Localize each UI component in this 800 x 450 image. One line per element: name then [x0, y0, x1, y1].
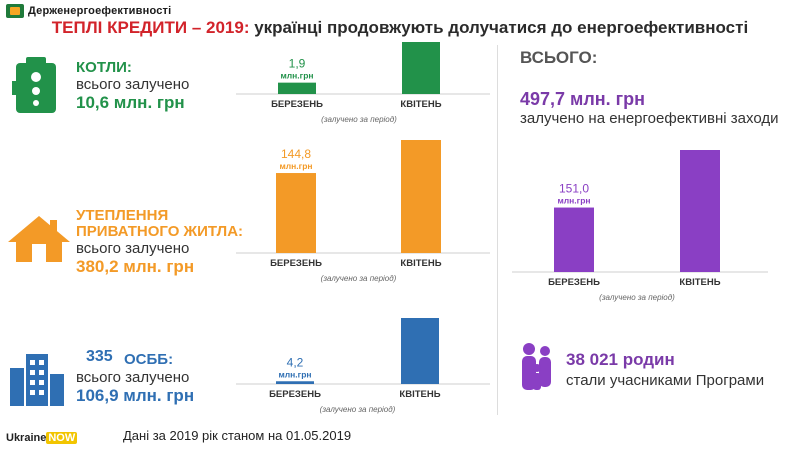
- chart-note: (залучено за період): [321, 274, 397, 283]
- ukraine-now-highlight: NOW: [46, 432, 78, 444]
- chart-note: (залучено за період): [320, 405, 396, 414]
- building-icon: [10, 354, 64, 406]
- column-divider: [497, 45, 498, 415]
- bar-value-label: 4,2: [287, 355, 304, 369]
- bar-april: [401, 318, 439, 384]
- ukraine-now-logo: Ukraine NOW: [6, 432, 78, 444]
- chart-osbb: 4,2млн.грнБЕРЕЗЕНЬ102,7млн.грнКВІТЕНЬ(за…: [236, 318, 490, 414]
- agency-name: Держенергоефективності: [28, 5, 172, 17]
- category-label: БЕРЕЗЕНЬ: [269, 389, 321, 400]
- page-title-highlight: ТЕПЛІ КРЕДИТИ – 2019:: [51, 18, 250, 37]
- chart-uteplennia: 144,8млн.грнБЕРЕЗЕНЬ235,4млн.грнКВІТЕНЬ(…: [236, 140, 490, 283]
- category-label: КВІТЕНЬ: [400, 99, 441, 110]
- osbb-count: 335: [86, 348, 113, 365]
- summary-total-subtitle: залучено на енергоефективні заходи: [520, 110, 779, 127]
- category-label: КВІТЕНЬ: [679, 277, 720, 288]
- bar-march: [276, 173, 316, 253]
- bar-unit-label: млн.грн: [279, 161, 312, 171]
- families-count: 38 021 родин: [566, 350, 675, 369]
- bar-value-label: 1,9: [289, 57, 306, 71]
- families-subtitle: стали учасниками Програми: [566, 372, 765, 389]
- bar-unit-label: млн.грн: [557, 196, 590, 206]
- uteplennia-title-line1: УТЕПЛЕННЯ: [76, 207, 169, 224]
- family-icon: [522, 343, 551, 390]
- bar-unit-label: млн.грн: [280, 71, 313, 81]
- kotly-total: 10,6 млн. грн: [76, 93, 185, 112]
- bar-march: [554, 207, 594, 272]
- chart-note: (залучено за період): [599, 293, 675, 302]
- chart-note: (залучено за період): [321, 115, 397, 124]
- osbb-subtitle: всього залучено: [76, 369, 190, 386]
- kotly-info: КОТЛИ: всього залучено 10,6 млн. грн: [76, 59, 190, 113]
- bar-april: [680, 150, 720, 272]
- bar-march: [276, 381, 314, 384]
- category-label: БЕРЕЗЕНЬ: [271, 99, 323, 110]
- uteplennia-info: УТЕПЛЕННЯ ПРИВАТНОГО ЖИТЛА: всього залуч…: [76, 207, 244, 277]
- header-logo: Держенергоефективності: [6, 4, 171, 18]
- category-label: БЕРЕЗЕНЬ: [270, 258, 322, 269]
- chart-total: 151,0млн.грнБЕРЕЗЕНЬ346,7млн.грнКВІТЕНЬ(…: [512, 150, 768, 302]
- boiler-icon: [12, 57, 56, 113]
- category-label: КВІТЕНЬ: [400, 258, 441, 269]
- bar-value-label: 144,8: [281, 147, 311, 161]
- osbb-title: ОСББ:: [124, 351, 174, 368]
- agency-logo-icon: [6, 4, 24, 18]
- uteplennia-total: 380,2 млн. грн: [76, 257, 195, 276]
- chart-kotly: 1,9млн.грнБЕРЕЗЕНЬ8,7млн.грнКВІТЕНЬ(залу…: [236, 42, 490, 124]
- page-title: ТЕПЛІ КРЕДИТИ – 2019: українці продовжую…: [0, 18, 800, 38]
- summary-total: 497,7 млн. грн: [520, 89, 646, 109]
- summary-heading: ВСЬОГО:: [520, 48, 598, 67]
- house-icon: [8, 216, 70, 262]
- kotly-subtitle: всього залучено: [76, 76, 190, 93]
- bar-april: [402, 42, 440, 94]
- kotly-title: КОТЛИ:: [76, 59, 132, 76]
- category-label: БЕРЕЗЕНЬ: [548, 277, 600, 288]
- ukraine-now-prefix: Ukraine: [6, 432, 47, 444]
- osbb-info: всього залучено 106,9 млн. грн: [76, 369, 194, 405]
- bar-april: [401, 140, 441, 253]
- data-date-footnote: Дані за 2019 рік станом на 01.05.2019: [123, 428, 352, 443]
- bar-value-label: 151,0: [559, 182, 589, 196]
- uteplennia-subtitle: всього залучено: [76, 240, 190, 257]
- uteplennia-title-line2: ПРИВАТНОГО ЖИТЛА:: [76, 223, 244, 240]
- category-label: КВІТЕНЬ: [399, 389, 440, 400]
- bar-unit-label: млн.грн: [278, 369, 311, 379]
- bar-march: [278, 82, 316, 94]
- page-title-rest: українці продовжують долучатися до енерг…: [249, 18, 749, 37]
- osbb-total: 106,9 млн. грн: [76, 386, 195, 405]
